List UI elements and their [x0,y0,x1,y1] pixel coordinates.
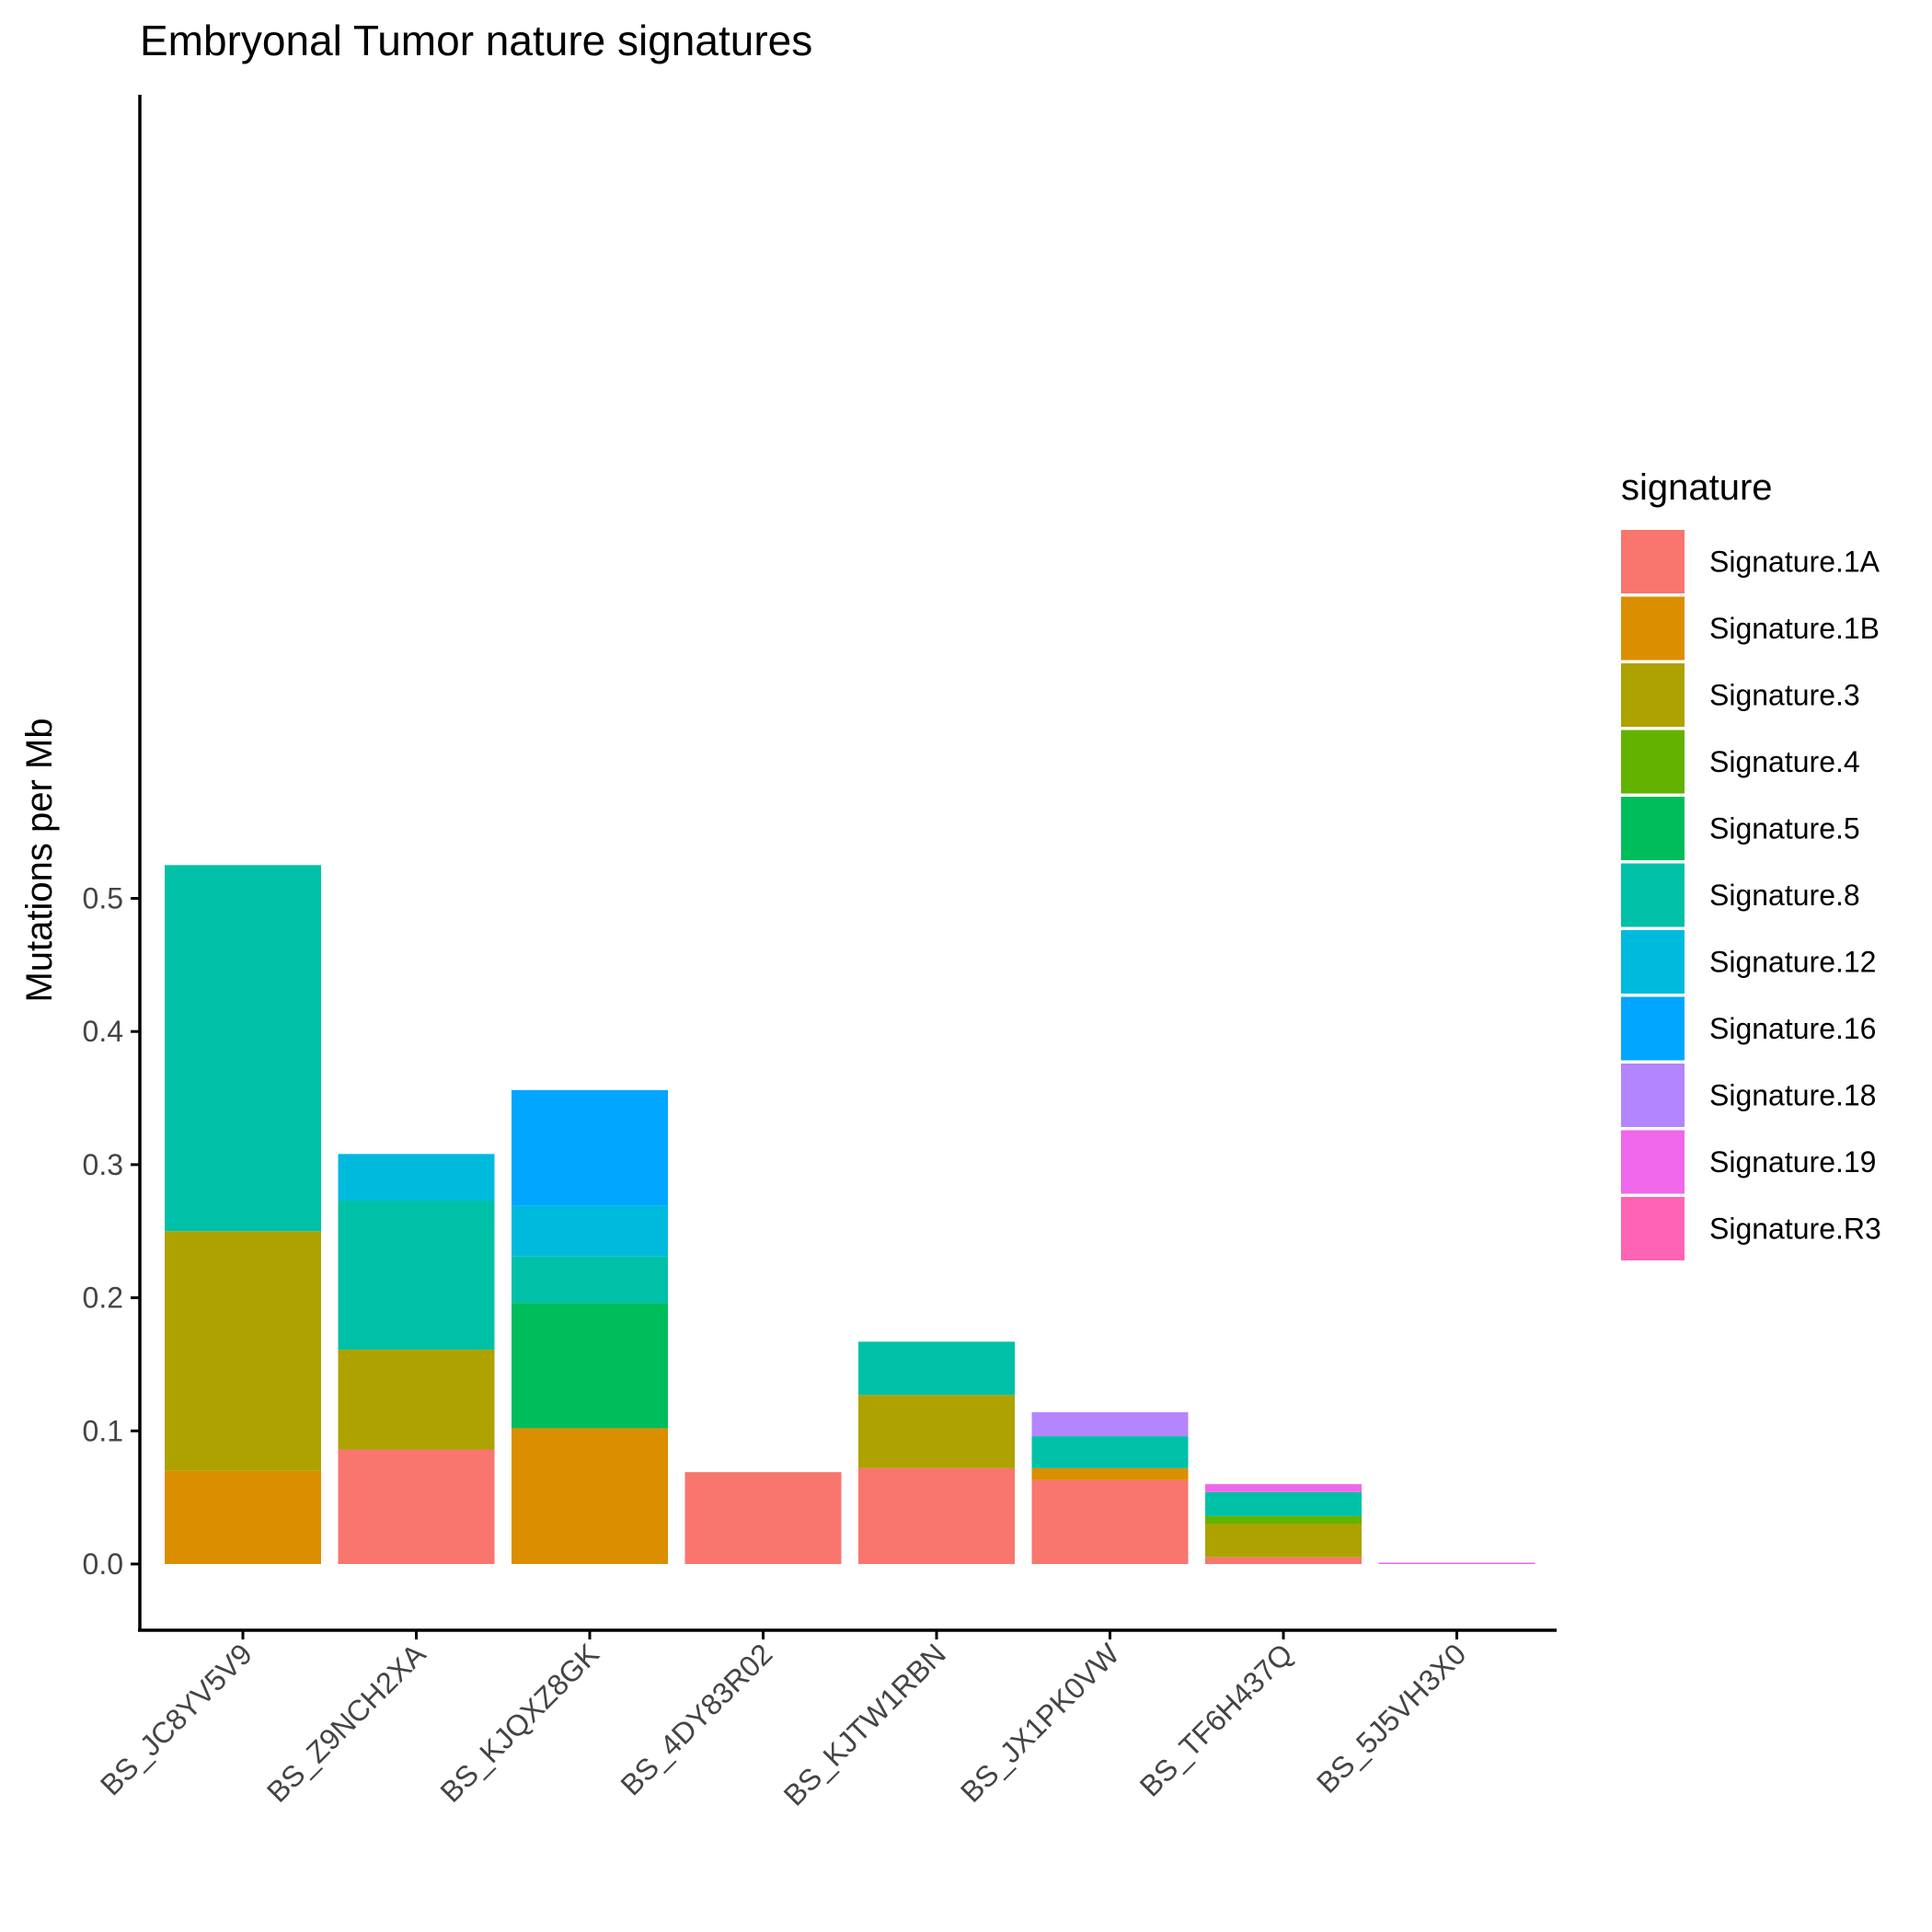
y-tick-label: 0.5 [83,882,123,915]
bar-segment [512,1089,668,1206]
bar-segment [1205,1524,1362,1558]
bar-segment [165,1231,321,1471]
bar-segment [1031,1436,1189,1468]
legend-label: Signature.1B [1709,612,1880,645]
bar-segment [338,1449,495,1564]
chart-title: Embryonal Tumor nature signatures [140,17,812,64]
bar-segment [512,1428,668,1564]
bar-segment [858,1467,1015,1564]
legend-label: Signature.3 [1709,679,1860,712]
legend-label: Signature.12 [1709,946,1876,979]
bar-segment [512,1256,668,1304]
bars-layer [165,865,1535,1564]
bar-segment [338,1200,495,1351]
legend-key [1621,1197,1685,1260]
legend-title: signature [1621,467,1773,508]
x-tick-label: BS_JC8YV5V9 [94,1637,259,1801]
legend-label: Signature.R3 [1709,1213,1881,1246]
bar-segment [684,1472,842,1564]
legend-key [1621,530,1685,593]
legend-label: Signature.19 [1709,1145,1876,1179]
x-tick-label: BS_KJQXZ8GK [434,1637,605,1808]
bar-segment [1031,1467,1189,1480]
bar-segment [1378,1562,1535,1564]
legend-label: Signature.8 [1709,879,1860,912]
y-tick-label: 0.4 [83,1015,123,1048]
bar-segment [1205,1491,1362,1516]
legend-key [1621,663,1685,727]
legend-items: Signature.1A Signature.1B Signature.3 Signa… [1621,530,1881,1260]
legend-key [1621,996,1685,1061]
legend-key [1621,730,1685,794]
y-tick-label: 0.2 [83,1282,123,1315]
bar-segment [1205,1557,1362,1564]
axes-layer [138,95,1557,1632]
bar-segment [165,865,321,1232]
legend-label: Signature.4 [1709,745,1860,778]
y-tick-label: 0.1 [83,1414,123,1447]
x-tick-label: BS_KJTW1RBN [777,1637,952,1811]
legend-label: Signature.16 [1709,1012,1876,1045]
legend: signature Signature.1ASignature.1BSignat… [1621,467,1881,1260]
legend-key [1621,596,1685,661]
x-tick-label: BS_JX1PK0VW [954,1637,1126,1809]
bar-segment [1031,1479,1189,1564]
bar-segment [1031,1412,1189,1437]
legend-key [1621,1130,1685,1194]
legend-key [1621,1064,1685,1127]
x-tick-label: BS_Z9NCH2XA [260,1637,432,1809]
legend-label: Signature.1A [1709,546,1880,579]
bar-segment [1205,1515,1362,1524]
bar-segment [512,1303,668,1429]
x-tick-label: BS_TF6H437Q [1133,1637,1299,1802]
bar-segment [1205,1484,1362,1492]
bar-segment [858,1341,1015,1396]
y-ticks: 0.0 0.1 0.2 0.3 0.4 0.5 [83,882,140,1581]
y-axis-label: Mutations per Mb [19,718,60,1002]
x-tick-label: BS_4DY83R02 [615,1637,779,1801]
y-tick-label: 0.3 [83,1148,123,1181]
bar-segment [858,1395,1015,1468]
legend-label: Signature.5 [1709,812,1860,845]
legend-key [1621,930,1685,994]
bar-segment [512,1205,668,1257]
legend-label: Signature.18 [1709,1079,1876,1112]
bar-segment [338,1154,495,1201]
bar-segment [165,1470,321,1564]
legend-key [1621,863,1685,927]
x-ticks: BS_JC8YV5V9 BS_Z9NCH2XA BS_KJQXZ8GK BS_4DY8… [94,1630,1472,1812]
y-tick-label: 0.0 [83,1547,123,1581]
x-tick-label: BS_5J5VH3X0 [1310,1637,1472,1799]
bar-segment [338,1350,495,1450]
legend-key [1621,797,1685,860]
